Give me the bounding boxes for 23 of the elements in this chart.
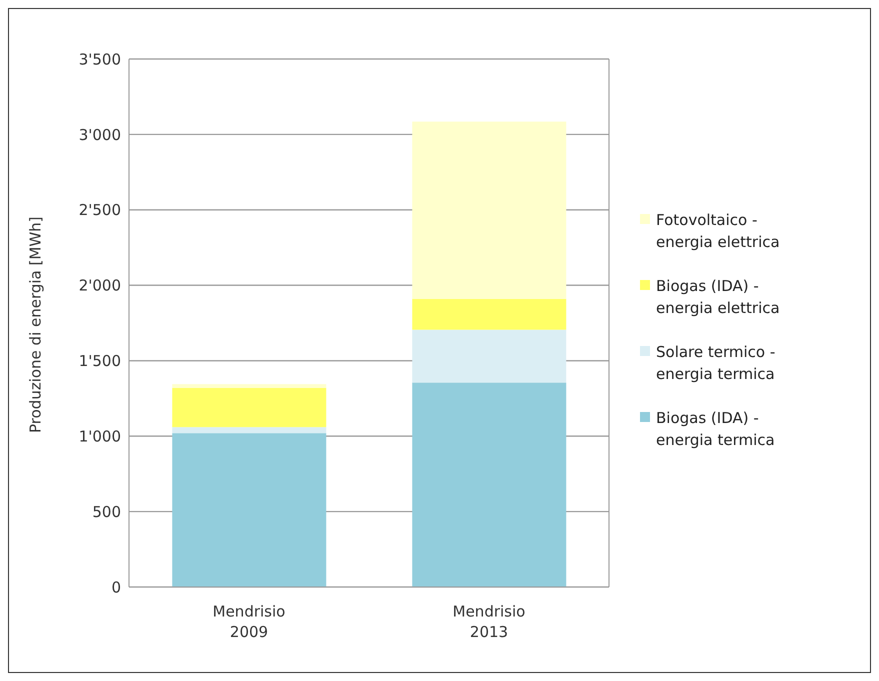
y-tick-label: 500 <box>92 502 121 521</box>
y-tick-label: 1'500 <box>78 352 121 370</box>
bar <box>172 384 326 388</box>
y-tick-label: 0 <box>111 578 121 596</box>
y-tick-label: 2'000 <box>78 276 121 295</box>
bar <box>412 298 566 330</box>
bar <box>412 122 566 299</box>
bar <box>172 433 326 587</box>
x-tick-label: Mendrisio 2013 <box>452 602 526 641</box>
y-tick-label: 3'000 <box>78 126 121 144</box>
x-tick-label: Mendrisio 2009 <box>212 602 286 641</box>
legend-label: Solare termico - energia termica <box>656 342 776 384</box>
bar <box>412 330 566 383</box>
y-tick-label: 2'500 <box>78 201 121 220</box>
y-tick-label: 1'000 <box>78 427 121 446</box>
legend-label: Biogas (IDA) - energia elettrica <box>656 276 781 318</box>
bar <box>172 427 326 434</box>
legend-label: Fotovoltaico - energia elettrica <box>656 210 781 252</box>
bar <box>172 388 326 428</box>
bar <box>412 382 566 587</box>
legend-label: Biogas (IDA) - energia termica <box>656 408 776 450</box>
y-tick-label: 3'500 <box>78 50 121 68</box>
y-axis-title: Produzione di energia [MWh] <box>26 216 44 433</box>
